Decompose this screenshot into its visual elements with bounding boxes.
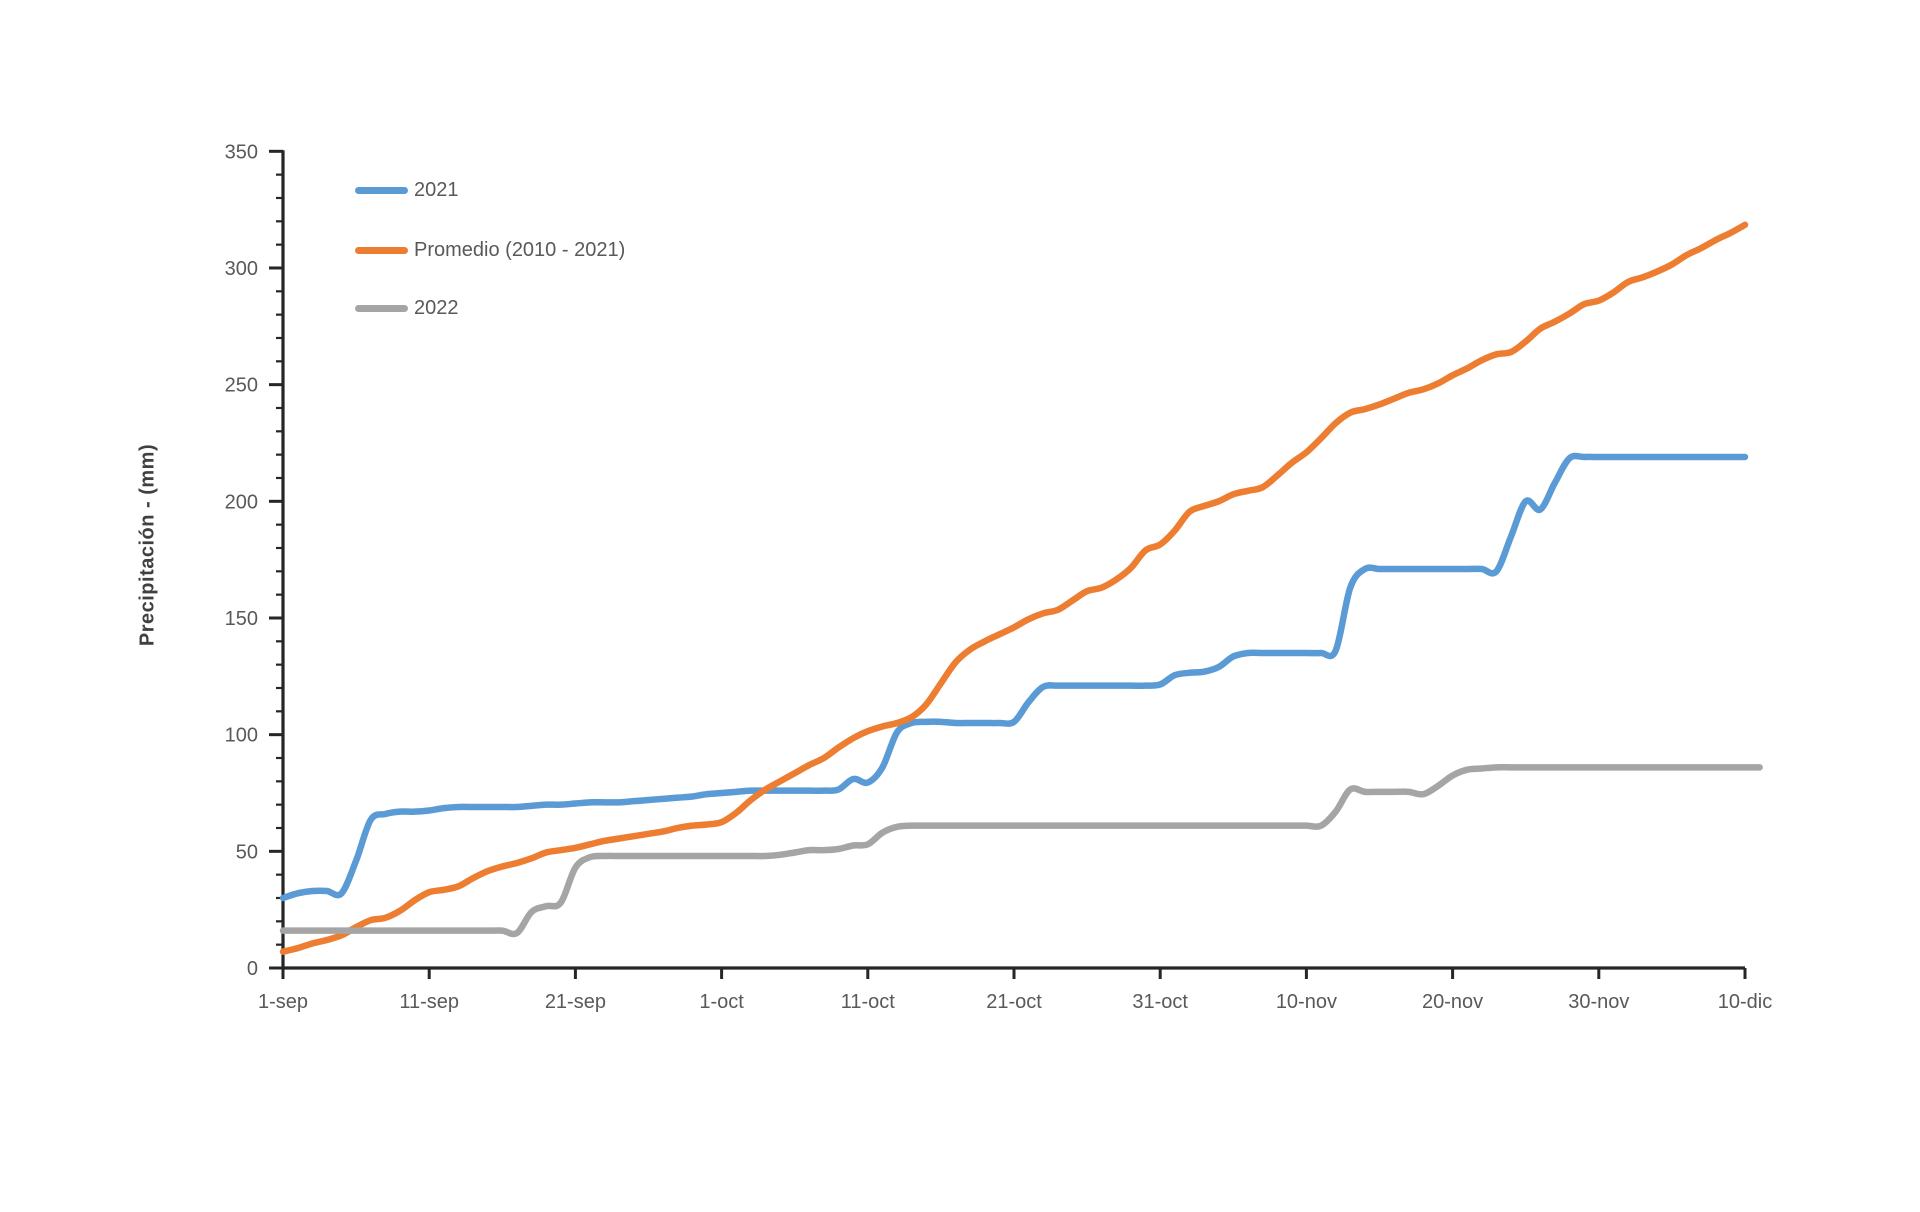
series-line-2022 — [279, 763, 1763, 938]
y-tick-label: 200 — [225, 491, 258, 513]
x-tick-label: 21-oct — [986, 991, 1042, 1013]
y-tick-label: 100 — [225, 725, 258, 747]
y-tick-label: 350 — [225, 141, 258, 163]
y-tick-label: 250 — [225, 375, 258, 397]
x-tick-label: 10-dic — [1718, 991, 1772, 1013]
x-tick-label: 30-nov — [1568, 991, 1629, 1013]
x-tick-label: 1-sep — [258, 991, 308, 1013]
x-tick-label: 1-oct — [699, 991, 744, 1013]
x-tick-label: 21-sep — [545, 991, 606, 1013]
x-tick-label: 10-nov — [1276, 991, 1337, 1013]
x-tick-label: 11-oct — [841, 991, 896, 1013]
x-tick-label: 11-sep — [399, 991, 459, 1013]
y-tick-label: 0 — [247, 958, 258, 980]
y-tick-label: 300 — [225, 258, 258, 280]
y-tick-label: 50 — [236, 841, 258, 863]
y-tick-label: 150 — [225, 608, 258, 630]
x-tick-label: 31-oct — [1132, 991, 1188, 1013]
x-tick-label: 20-nov — [1422, 991, 1483, 1013]
series-line-promedio-2010-2021- — [279, 221, 1749, 955]
series-line-2021 — [279, 452, 1749, 902]
